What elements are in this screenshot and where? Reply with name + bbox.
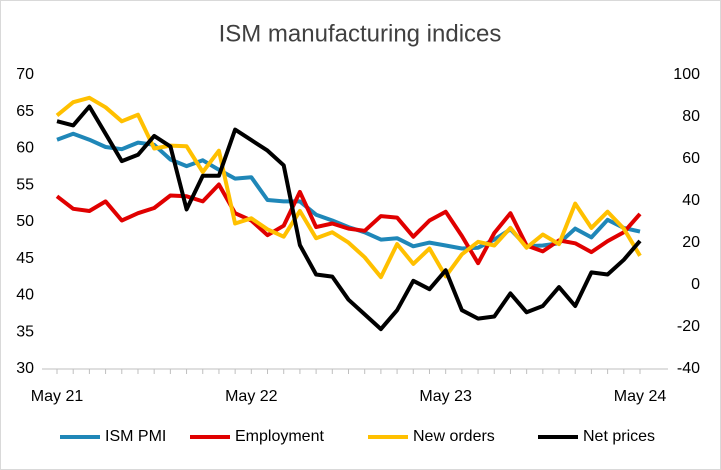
y-tick-label: 70: [16, 66, 34, 83]
legend-label: New orders: [413, 428, 495, 445]
chart-title: ISM manufacturing indices: [219, 20, 502, 47]
series-line: [55, 95, 642, 280]
series-line: [56, 104, 642, 332]
y-tick-label: 40: [16, 287, 34, 304]
y2-tick-label: 20: [682, 234, 700, 251]
legend-label: Employment: [235, 428, 324, 445]
y2-tick-label: 60: [682, 150, 700, 167]
y2-tick-label: 80: [682, 108, 700, 125]
y-tick-label: 30: [16, 360, 34, 377]
y-tick-label: 60: [16, 140, 34, 157]
y2-tick-label: -40: [677, 360, 700, 377]
x-tick-label: May 23: [419, 388, 472, 405]
y-tick-label: 35: [16, 323, 34, 340]
y2-tick-label: 100: [673, 66, 700, 83]
y-tick-label: 65: [16, 103, 34, 120]
y2-tick-label: 0: [691, 276, 700, 293]
series-line: [55, 182, 642, 266]
legend-label: Net prices: [583, 428, 655, 445]
x-tick-label: May 22: [225, 388, 278, 405]
legend-label: ISM PMI: [105, 428, 166, 445]
y2-tick-label: 40: [682, 192, 700, 209]
y-tick-label: 45: [16, 250, 34, 267]
y2-tick-label: -20: [677, 318, 700, 335]
x-tick-label: May 21: [31, 388, 84, 405]
y-tick-label: 50: [16, 213, 34, 230]
x-tick-label: May 24: [614, 388, 667, 405]
y-tick-label: 55: [16, 176, 34, 193]
